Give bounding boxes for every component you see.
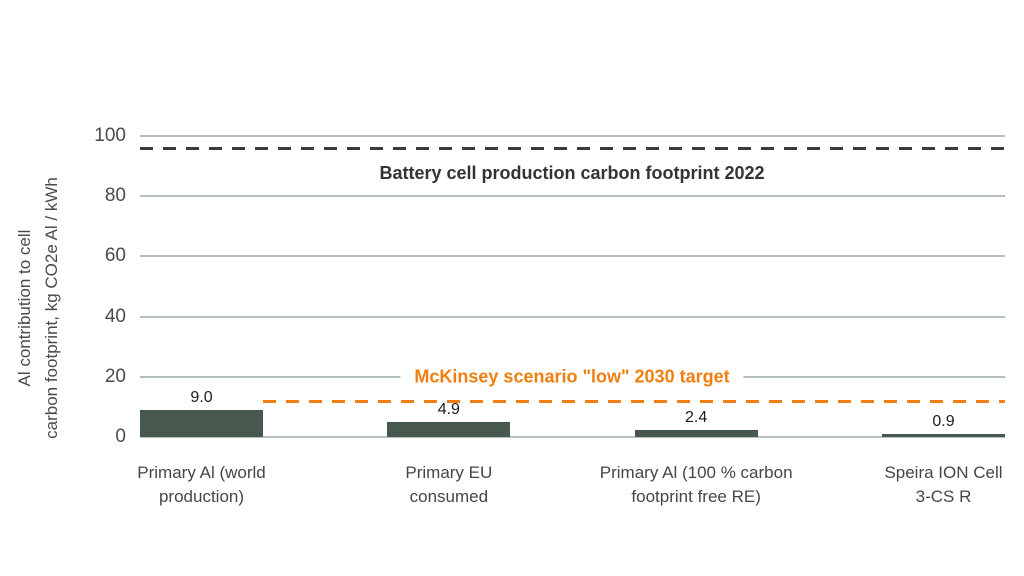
bar-2 — [634, 429, 758, 437]
gridline-y-100 — [140, 135, 1005, 137]
bar-value-label-0: 9.0 — [190, 388, 213, 406]
bar-value-label-3: 0.9 — [932, 413, 955, 431]
reference-line-battery-2022 — [140, 147, 1005, 151]
gridline-y-80 — [140, 195, 1005, 198]
y-tick-label-60: 60 — [104, 245, 126, 267]
category-label-1: Primary EU consumed — [405, 463, 493, 506]
y-tick-label-40: 40 — [104, 305, 126, 327]
bar-value-label-2: 2.4 — [685, 408, 708, 426]
gridline-y-0 — [140, 436, 1005, 438]
category-label-3: Speira ION Cell 3-CS R — [884, 463, 1003, 506]
y-tick-label-100: 100 — [94, 125, 126, 146]
bar-value-label-1: 4.9 — [437, 401, 460, 419]
reference-line-mckinsey-2030 — [263, 399, 1005, 403]
bar-1 — [387, 422, 511, 437]
bar-0 — [140, 409, 263, 437]
gridline-y-60 — [140, 255, 1005, 258]
y-tick-label-0: 0 — [115, 426, 126, 447]
y-tick-label-80: 80 — [104, 185, 126, 207]
bar-3 — [882, 434, 1005, 437]
reference-line-label-mckinsey-2030: McKinsey scenario "low" 2030 target — [400, 366, 744, 388]
category-label-2: Primary Al (100 % carbon footprint free … — [599, 463, 793, 506]
gridline-y-40 — [140, 315, 1005, 318]
y-tick-label-20: 20 — [104, 365, 126, 387]
category-label-0: Primary Al (world production) — [137, 463, 266, 506]
reference-line-label-battery-2022: Battery cell production carbon footprint… — [379, 163, 765, 183]
